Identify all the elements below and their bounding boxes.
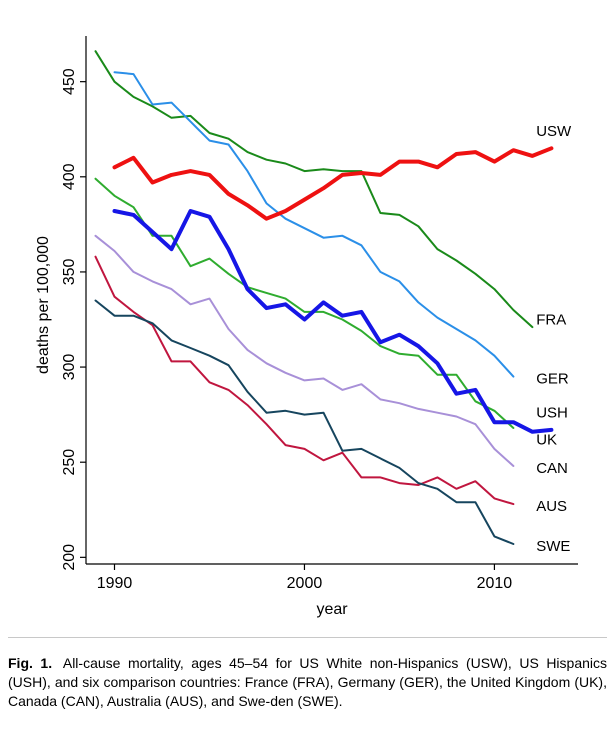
series-label-usw: USW bbox=[536, 123, 572, 140]
x-tick-label: 2000 bbox=[287, 575, 323, 592]
series-line-fra bbox=[94, 50, 534, 329]
series-label-ger: GER bbox=[536, 370, 569, 387]
figure-caption-text: All-cause mortality, ages 45–54 for US W… bbox=[8, 655, 608, 709]
series-label-aus: AUS bbox=[536, 498, 567, 515]
y-tick-label: 300 bbox=[61, 354, 78, 381]
series-line-can bbox=[94, 234, 515, 467]
series-label-fra: FRA bbox=[536, 312, 566, 329]
series-label-swe: SWE bbox=[536, 538, 570, 555]
y-axis-title: deaths per 100,000 bbox=[35, 236, 52, 374]
x-axis-title: year bbox=[316, 601, 348, 618]
figure-panel: 200 250 300 350 400 450 1990 2000 2010 USW FRA GER… bbox=[8, 8, 607, 631]
caption-divider bbox=[8, 637, 607, 638]
series-line-ger bbox=[113, 71, 515, 378]
series-label-uk: UK bbox=[536, 431, 557, 448]
series-line-aus bbox=[94, 255, 515, 506]
y-tick-label: 450 bbox=[61, 68, 78, 95]
x-tick-label: 1990 bbox=[97, 575, 133, 592]
y-tick-label: 350 bbox=[61, 258, 78, 285]
series-label-ush: USH bbox=[536, 405, 568, 422]
series-line-swe bbox=[94, 299, 515, 545]
y-tick-label: 200 bbox=[61, 544, 78, 571]
y-tick-label: 250 bbox=[61, 449, 78, 476]
x-tick-label: 2010 bbox=[477, 575, 513, 592]
figure-caption: Fig. 1. All-cause mortality, ages 45–54 … bbox=[8, 654, 607, 711]
series-line-uk bbox=[112, 209, 554, 434]
series-label-can: CAN bbox=[536, 460, 568, 477]
mortality-line-chart: 200 250 300 350 400 450 1990 2000 2010 USW FRA GER… bbox=[8, 8, 607, 631]
series-line-usw bbox=[112, 146, 554, 221]
figure-caption-label: Fig. 1. bbox=[8, 655, 53, 671]
y-tick-label: 400 bbox=[61, 163, 78, 190]
